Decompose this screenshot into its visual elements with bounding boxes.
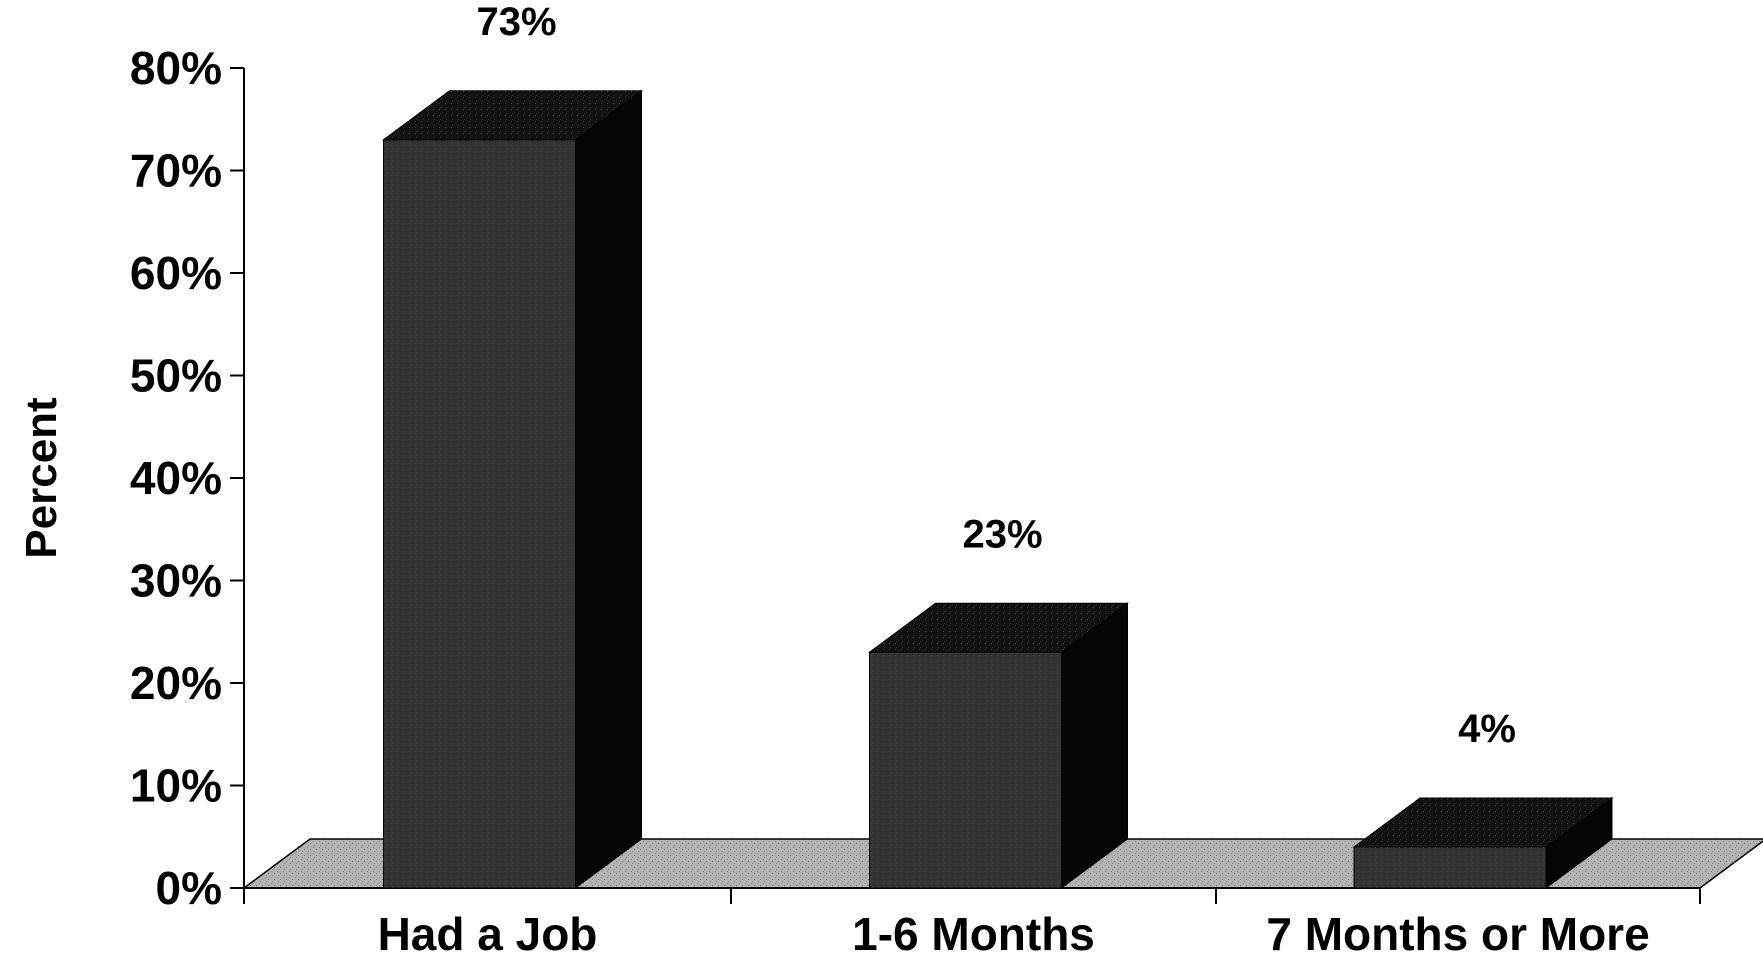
y-tick-label: 0% (156, 862, 222, 914)
y-tick-label: 70% (130, 145, 222, 197)
category-label: Had a Job (378, 908, 598, 960)
axes: 0% 10% 20% 30% 40% 50% 60% 70% 80% Percent (17, 42, 1701, 914)
bar-front-texture (383, 139, 576, 888)
bar (381, 89, 644, 889)
data-label: 4% (1458, 707, 1516, 751)
bars (381, 89, 1614, 889)
bar-top-texture (1354, 798, 1612, 847)
bar-side-face (575, 89, 642, 889)
bar-front-texture (869, 652, 1062, 888)
bar-top-texture (383, 90, 642, 140)
bar-side-face (1061, 602, 1128, 889)
y-axis-title: Percent (17, 397, 66, 559)
data-label: 23% (962, 512, 1042, 556)
y-tick-label: 10% (130, 760, 222, 812)
bar (867, 602, 1130, 889)
bar-front-texture (1354, 847, 1546, 888)
y-tick-label: 60% (130, 247, 222, 299)
y-tick-label: 40% (130, 452, 222, 504)
y-tick-label: 30% (130, 555, 222, 607)
category-label: 1-6 Months (852, 908, 1095, 960)
y-tick-label: 50% (130, 350, 222, 402)
data-label: 73% (476, 0, 556, 44)
bar (1352, 797, 1614, 889)
y-tick-label: 80% (130, 42, 222, 94)
bar-top-texture (869, 603, 1128, 653)
labels: 73% Had a Job 23% 1-6 Months 4% 7 Months or M… (378, 0, 1650, 960)
category-label: 7 Months or More (1266, 908, 1649, 960)
y-tick-label: 20% (130, 657, 222, 709)
